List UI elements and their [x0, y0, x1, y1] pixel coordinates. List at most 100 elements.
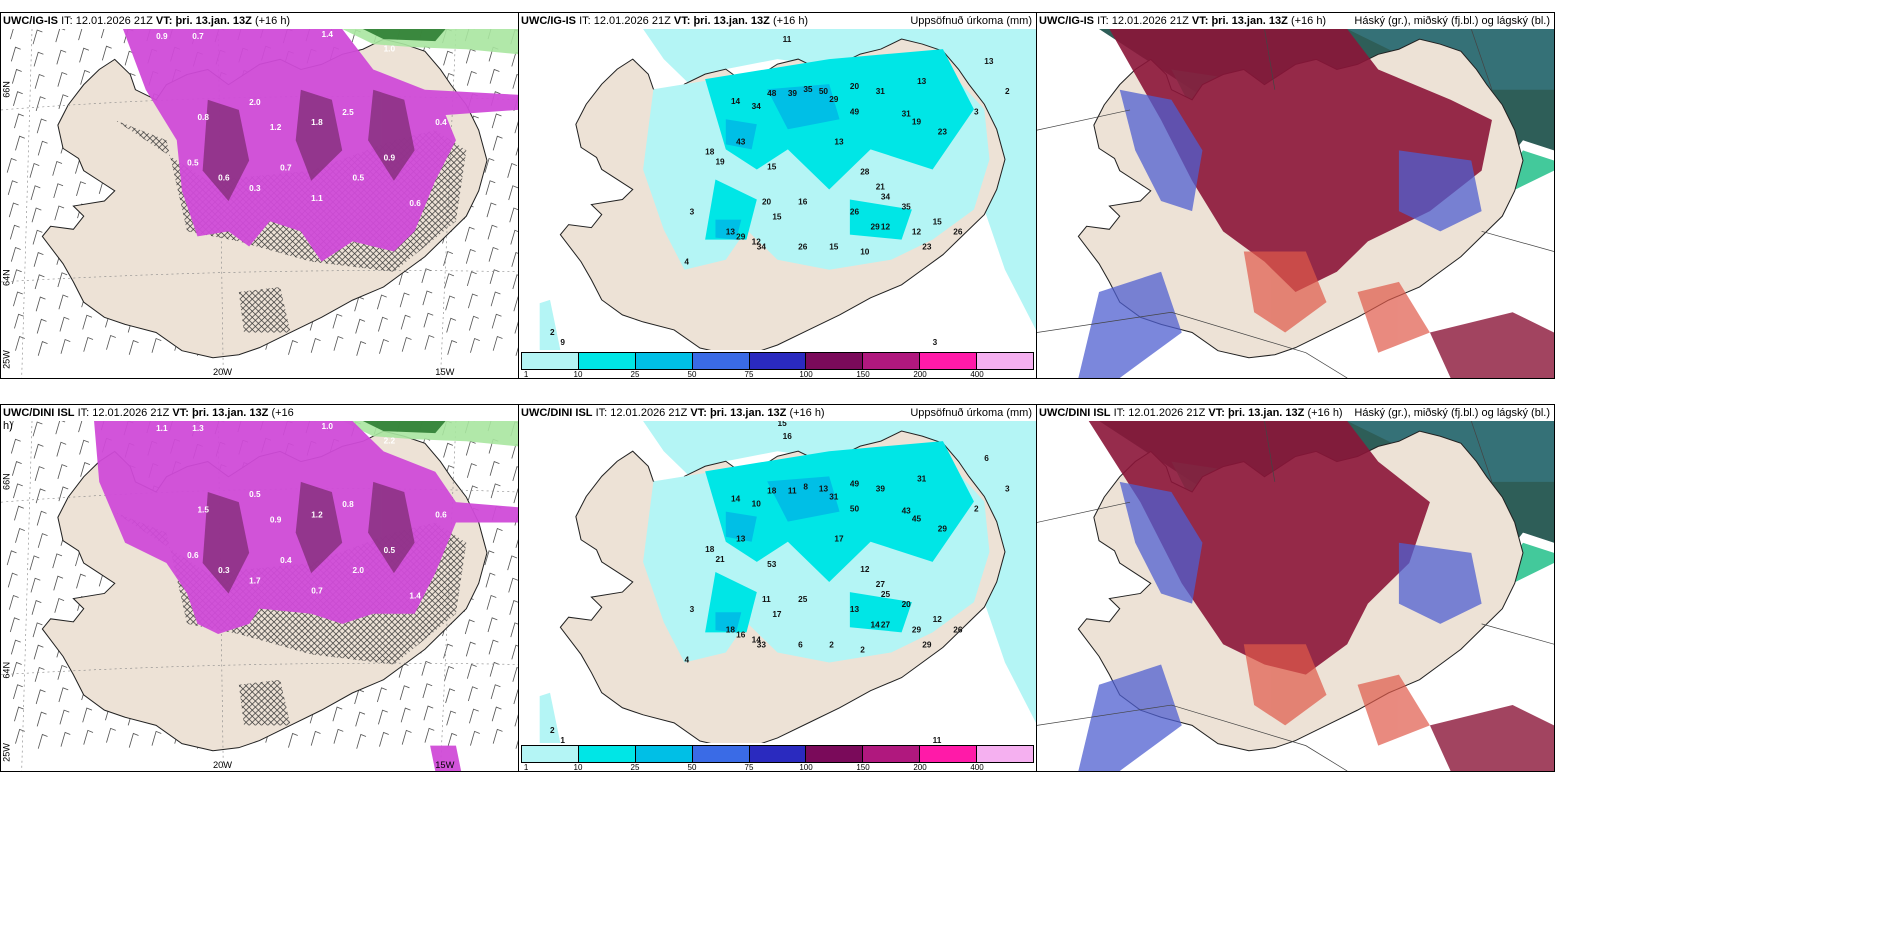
- value-label: 0.4: [280, 556, 292, 565]
- value-label: 0.6: [409, 199, 421, 208]
- precip-value: 18: [767, 487, 777, 496]
- precip-value: 15: [829, 243, 839, 252]
- precip-value: 39: [876, 485, 886, 494]
- value-label: 2.2: [384, 436, 396, 445]
- precip-value: 16: [736, 630, 746, 639]
- precip-value: 13: [850, 605, 860, 614]
- value-label: 0.3: [218, 566, 230, 575]
- lon-label: 15W: [435, 760, 454, 770]
- precip-value: 15: [933, 218, 943, 227]
- precip-value: 27: [881, 620, 891, 629]
- precip-value: 11: [778, 29, 787, 31]
- colorbar-tick: 200: [913, 370, 927, 379]
- colorbar-swatch: [522, 746, 579, 762]
- value-label: 0.6: [187, 551, 199, 560]
- accumulated-precip-map[interactable]: 15 16 14 10 18 11 8 13 31 49 50 39 43 45 31 29 18 13 21 53 1…: [519, 421, 1036, 743]
- precip-value: 13: [736, 535, 746, 544]
- panel-title: UWC/IG-IS IT: 12.01.2026 21Z VT: þri. 13…: [1039, 15, 1327, 27]
- panel-field-label: Uppsöfnuð úrkoma (mm): [910, 15, 1032, 27]
- precip-value: 18: [726, 625, 736, 634]
- precip-value: 25: [798, 595, 808, 604]
- precip-value: 20: [902, 600, 912, 609]
- colorbar-swatch: [806, 353, 864, 369]
- value-label: 0.7: [280, 164, 292, 173]
- precip-value: 26: [953, 228, 963, 237]
- value-label: 1.8: [311, 118, 323, 127]
- precip-type-map[interactable]: 1.1 1.3 1.0 2.2 1.5 0.5 0.9 1.2 0.8 0.6 0.3 1.7 0.4 0…: [1, 421, 518, 771]
- precip-value: 3: [974, 107, 979, 116]
- precip-value: 21: [876, 183, 886, 192]
- precip-value: 14: [752, 635, 762, 644]
- precip-value: 34: [752, 102, 762, 111]
- value-label: 0.4: [435, 118, 447, 127]
- colorbar-swatch: [749, 353, 807, 369]
- colorbar-swatch: [635, 353, 693, 369]
- precip-colorbar: 1 10 25 50 75 100 150 200 400: [521, 352, 1034, 378]
- value-label: 0.5: [249, 490, 261, 499]
- precip-value: 23: [922, 243, 932, 252]
- precip-value: 19: [912, 117, 922, 126]
- precip-value: 1: [560, 736, 565, 743]
- colorbar-tick: 25: [630, 370, 640, 379]
- precip-value: 4: [684, 258, 689, 267]
- value-label: 0.5: [353, 174, 365, 183]
- precip-value: 4: [684, 656, 689, 665]
- value-label: 1.1: [156, 424, 168, 433]
- value-label: 1.2: [270, 123, 282, 132]
- precip-value: 13: [726, 228, 736, 237]
- cloud-cover-map[interactable]: [1037, 29, 1554, 378]
- colorbar-tick: 10: [573, 763, 583, 772]
- precip-value: 39: [788, 89, 798, 98]
- precip-value: 2: [550, 726, 555, 735]
- precip-value: 19: [715, 158, 725, 167]
- precip-value: 12: [752, 238, 762, 247]
- precip-value: 23: [938, 127, 948, 136]
- panel-bottom-left[interactable]: UWC/DINI ISL IT: 12.01.2026 21Z VT: þri.…: [0, 404, 519, 772]
- value-label: 0.6: [435, 510, 447, 519]
- precip-value: 12: [860, 565, 870, 574]
- precip-value: 9: [560, 338, 565, 347]
- colorbar-tick: 1: [523, 370, 529, 379]
- precip-value: 6: [984, 454, 989, 463]
- precip-value: 31: [829, 493, 839, 502]
- colorbar-tick: 150: [856, 370, 870, 379]
- precip-value: 13: [917, 77, 927, 86]
- panel-title: UWC/IG-IS IT: 12.01.2026 21Z VT: þri. 13…: [521, 15, 809, 27]
- value-label: 0.3: [249, 184, 261, 193]
- precip-value: 48: [767, 89, 777, 98]
- panel-title: UWC/IG-IS IT: 12.01.2026 21Z VT: þri. 13…: [3, 15, 291, 27]
- colorbar-swatch: [578, 746, 636, 762]
- precip-value: 50: [819, 87, 829, 96]
- colorbar-ticks: 1 10 25 50 75 100 150 200 400: [521, 763, 1034, 771]
- precip-value: 45: [912, 515, 922, 524]
- precip-value: 15: [767, 163, 777, 172]
- precip-value: 10: [860, 248, 870, 257]
- precip-value: 2: [829, 641, 834, 650]
- panel-bottom-right[interactable]: UWC/DINI ISL IT: 12.01.2026 21Z VT: þri.…: [1036, 404, 1555, 772]
- precip-value: 2: [974, 505, 979, 514]
- colorbar-swatch: [806, 746, 864, 762]
- value-label: 0.6: [218, 174, 230, 183]
- panel-title: UWC/DINI ISL IT: 12.01.2026 21Z VT: þri.…: [521, 407, 825, 419]
- accumulated-precip-map[interactable]: 1111143448393550292049313119132318431915…: [519, 29, 1036, 350]
- panel-top-right[interactable]: UWC/IG-IS IT: 12.01.2026 21Z VT: þri. 13…: [1036, 12, 1555, 379]
- panel-top-left[interactable]: UWC/IG-IS IT: 12.01.2026 21Z VT: þri. 13…: [0, 12, 519, 379]
- panel-bottom-middle[interactable]: UWC/DINI ISL IT: 12.01.2026 21Z VT: þri.…: [518, 404, 1037, 772]
- colorbar-ticks: 1 10 25 50 75 100 150 200 400: [521, 370, 1034, 378]
- panel-top-middle[interactable]: UWC/IG-IS IT: 12.01.2026 21Z VT: þri. 13…: [518, 12, 1037, 379]
- value-label: 0.9: [156, 32, 168, 41]
- cloud-cover-map[interactable]: [1037, 421, 1554, 771]
- precip-type-map[interactable]: 0.9 0.7 1.4 1.0 0.8 2.0 1.2 1.8 2.5 0.5 0.6 0.3 0.7 1…: [1, 29, 518, 378]
- colorbar-tick: 100: [799, 763, 813, 772]
- precip-value: 11: [783, 35, 792, 44]
- precip-value: 11: [933, 736, 942, 743]
- precip-value: 10: [752, 500, 762, 509]
- precip-value: 20: [850, 82, 860, 91]
- lon-label: 15W: [435, 367, 454, 377]
- panel-field-label: Háský (gr.), miðský (fj.bl.) og lágský (…: [1354, 15, 1550, 27]
- map-canvas: 1.1 1.3 1.0 2.2 1.5 0.5 0.9 1.2 0.8 0.6 0.3 1.7 0.4 0…: [1, 421, 518, 771]
- precip-value: 26: [798, 243, 808, 252]
- precip-value: 13: [819, 485, 829, 494]
- value-label: 1.0: [322, 422, 334, 431]
